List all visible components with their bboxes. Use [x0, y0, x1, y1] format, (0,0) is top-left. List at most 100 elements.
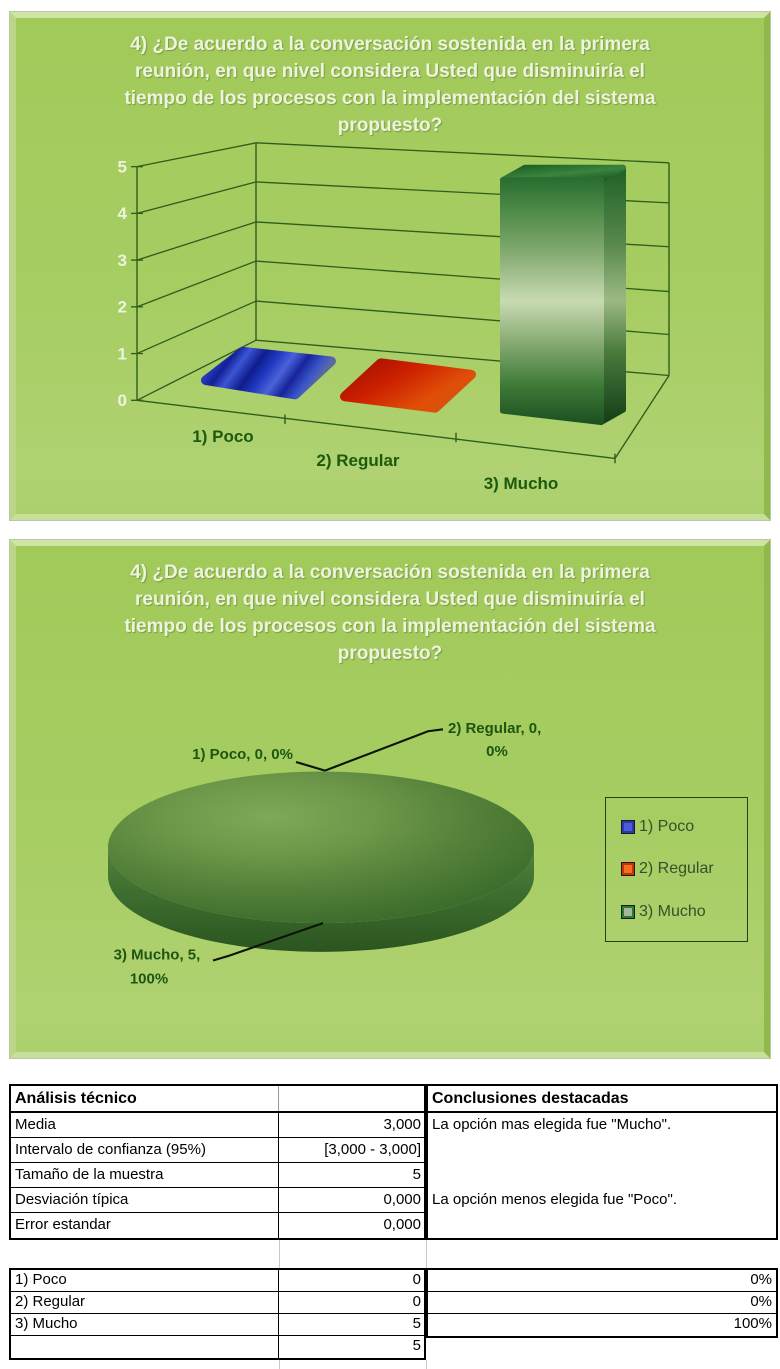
analysis-table: Análisis técnico Media 3,000 Intervalo d…: [9, 1084, 778, 1369]
pie-callout-poco: 1) Poco, 0, 0%: [192, 747, 293, 763]
x-label-poco: 1) Poco: [192, 428, 253, 447]
table-row: Error estandar 0,000: [11, 1213, 424, 1238]
title-line: propuesto?: [337, 643, 443, 664]
legend-key-regular-icon: [621, 862, 635, 877]
freq-value: 0: [412, 1271, 421, 1288]
freq-label: [11, 1336, 279, 1358]
title-line: 4) ¿De acuerdo a la conversación sosteni…: [130, 34, 650, 55]
y-tick-1: 1: [118, 345, 127, 364]
title-line: propuesto?: [337, 115, 443, 136]
conclusion-note: La opción mas elegida fue "Mucho".: [432, 1116, 672, 1133]
spreadsheet-tail: [9, 1360, 778, 1369]
y-tick-2: 2: [118, 298, 127, 317]
title-line: 4) ¿De acuerdo a la conversación sosteni…: [130, 562, 650, 583]
svg-text:3) Mucho, 5,: 3) Mucho, 5,: [114, 948, 201, 964]
table-row: Tamaño de la muestra 5: [11, 1163, 424, 1188]
legend-item-poco: 1) Poco: [621, 818, 747, 836]
table-row: Intervalo de confianza (95%) [3,000 - 3,…: [11, 1138, 424, 1163]
stat-label: Intervalo de confianza (95%): [11, 1138, 279, 1162]
title-line: reunión, en que nivel considera Usted qu…: [135, 61, 645, 82]
legend-key-poco-icon: [621, 820, 635, 835]
table-row: 2) Regular 0: [11, 1292, 424, 1314]
table-row: Análisis técnico: [11, 1086, 424, 1113]
pie-leader-lines: [212, 728, 444, 962]
bar-regular: [340, 358, 476, 413]
conclusions-header: Conclusiones destacadas: [428, 1086, 776, 1113]
stat-label: Error estandar: [11, 1213, 279, 1238]
svg-text:100%: 100%: [130, 972, 168, 988]
bar-chart-panel: 4) ¿De acuerdo a la conversación sosteni…: [10, 12, 770, 520]
leader-mucho: [212, 922, 324, 962]
pie-callout-regular: 2) Regular, 0, 0%: [448, 721, 541, 760]
freq-value: 0: [412, 1293, 421, 1310]
conclusion-note: [428, 1163, 776, 1188]
percent-value: 0%: [428, 1292, 776, 1314]
leader-regular: [324, 728, 444, 772]
legend-label: 1) Poco: [639, 818, 695, 836]
title-line: reunión, en que nivel considera Usted qu…: [135, 589, 645, 610]
spreadsheet-gap-row: [9, 1240, 778, 1268]
y-tick-5: 5: [118, 158, 127, 177]
bar-chart-y-axis: 0 1 2 3 4 5: [118, 158, 128, 410]
stat-value: 0,000: [383, 1191, 421, 1208]
pie-callout-mucho: 3) Mucho, 5, 100%: [114, 948, 201, 988]
bar-poco: [201, 346, 336, 400]
pie-chart-3d: 1) Poco, 0, 0% 2) Regular, 0, 0% 3) Much…: [108, 721, 541, 988]
x-label-regular: 2) Regular: [316, 451, 400, 470]
percent-value: 0%: [428, 1270, 776, 1292]
table-row: Desviación típica 0,000: [11, 1188, 424, 1213]
pie-legend: 1) Poco 2) Regular 3) Mucho: [605, 797, 748, 942]
legend-key-mucho-icon: [621, 904, 635, 919]
x-label-mucho: 3) Mucho: [484, 474, 559, 493]
legend-label: 3) Mucho: [639, 902, 706, 920]
y-tick-4: 4: [118, 204, 128, 223]
stat-value: 0,000: [383, 1216, 421, 1233]
bar-mucho: [500, 164, 626, 426]
title-line: tiempo de los procesos con la implementa…: [124, 88, 656, 109]
frequency-table: 1) Poco 0 2) Regular 0 3) Mucho 5 5: [9, 1268, 426, 1360]
legend-item-mucho: 3) Mucho: [621, 903, 747, 921]
stat-value: [3,000 - 3,000]: [324, 1141, 421, 1158]
stat-label: Desviación típica: [11, 1188, 279, 1212]
svg-text:2) Regular, 0,: 2) Regular, 0,: [448, 721, 541, 737]
y-tick-0: 0: [118, 391, 127, 410]
stat-value: 3,000: [383, 1116, 421, 1133]
title-line: tiempo de los procesos con la implementa…: [124, 616, 656, 637]
freq-total: 5: [412, 1337, 421, 1354]
stats-header: Análisis técnico: [11, 1086, 279, 1111]
bar-chart-3d: 0 1 2 3 4 5 1) Poco 2) Regular 3) M: [118, 142, 670, 493]
bar-chart-grid: [131, 142, 670, 464]
freq-label: 3) Mucho: [11, 1314, 279, 1335]
conclusion-note: La opción menos elegida fue "Poco".: [432, 1191, 677, 1208]
conclusion-note: [428, 1213, 776, 1238]
frequency-block: 1) Poco 0 2) Regular 0 3) Mucho 5 5 0%: [9, 1268, 778, 1360]
stat-value: 5: [412, 1166, 421, 1183]
percent-box: 0% 0% 100%: [426, 1268, 778, 1338]
legend-item-regular: 2) Regular: [621, 860, 747, 878]
stat-label: Media: [11, 1113, 279, 1137]
report-page: 4) ¿De acuerdo a la conversación sosteni…: [0, 12, 780, 1369]
stats-header-empty: [279, 1086, 424, 1111]
pie-chart-panel: 4) ¿De acuerdo a la conversación sosteni…: [10, 540, 770, 1058]
percent-value: 100%: [733, 1315, 772, 1332]
freq-label: 1) Poco: [11, 1270, 279, 1291]
stats-block: Análisis técnico Media 3,000 Intervalo d…: [9, 1084, 778, 1240]
leader-poco: [295, 760, 326, 772]
conclusions-box: Conclusiones destacadas La opción mas el…: [426, 1084, 778, 1240]
pie-slice-mucho: [108, 771, 534, 952]
conclusion-note: [428, 1138, 776, 1163]
bar-chart-title: 4) ¿De acuerdo a la conversación sosteni…: [16, 18, 764, 139]
table-row: 5: [11, 1336, 424, 1358]
table-row: 3) Mucho 5: [11, 1314, 424, 1336]
svg-text:0%: 0%: [486, 744, 508, 760]
table-row: Media 3,000: [11, 1113, 424, 1138]
freq-label: 2) Regular: [11, 1292, 279, 1313]
y-tick-3: 3: [118, 251, 127, 270]
pie-chart-title: 4) ¿De acuerdo a la conversación sosteni…: [16, 546, 764, 667]
stats-table: Análisis técnico Media 3,000 Intervalo d…: [9, 1084, 426, 1240]
table-row: 1) Poco 0: [11, 1270, 424, 1292]
legend-label: 2) Regular: [639, 860, 714, 878]
bar-chart-x-axis: 1) Poco 2) Regular 3) Mucho: [192, 428, 558, 493]
stat-label: Tamaño de la muestra: [11, 1163, 279, 1187]
freq-value: 5: [412, 1315, 421, 1332]
